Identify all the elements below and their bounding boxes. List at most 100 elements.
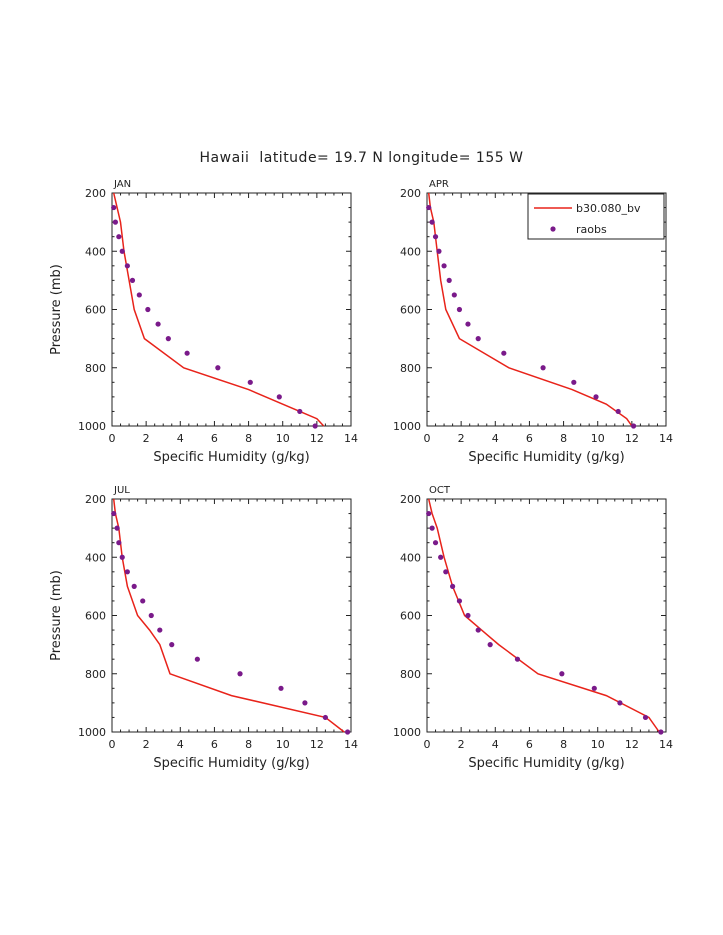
raob-point	[487, 642, 493, 648]
panel-label: OCT	[429, 485, 451, 496]
model-line	[112, 498, 345, 733]
raob-point	[465, 321, 471, 327]
raob-point	[237, 671, 243, 677]
x-tick-label: 12	[310, 432, 324, 445]
raob-point	[194, 656, 200, 662]
panel-oct: 0 2 4 6 8 10 12 14 200 400 600 800 1000 Specific Humi…	[393, 485, 673, 771]
x-axis-title: Specific Humidity (g/kg)	[153, 756, 309, 771]
x-tick-label: 4	[177, 432, 184, 445]
legend-marker-swatch	[550, 226, 556, 232]
raob-point	[111, 204, 117, 211]
panel-apr: 0 2 4 6 8 10 12 14 200 400 600 800 1000 Specific Humi…	[393, 179, 673, 465]
plot-frame	[111, 498, 352, 733]
y-axis-title: Pressure (mb)	[49, 570, 64, 661]
raob-point	[312, 423, 318, 429]
raob-point	[617, 700, 623, 706]
raob-point	[112, 219, 119, 225]
x-tick-label: 12	[625, 738, 639, 751]
x-tick-label: 4	[492, 738, 499, 751]
raob-point	[140, 598, 146, 604]
raob-point	[438, 554, 444, 560]
y-tick-label: 600	[85, 610, 106, 623]
raob-point	[297, 408, 303, 415]
raob-point	[429, 219, 435, 225]
y-tick-label: 400	[85, 551, 106, 564]
panel-jul: 0 2 4 6 8 10 12 14 200 400 600 800 1000 Specific Humi…	[49, 485, 358, 771]
raob-point	[451, 292, 457, 298]
raob-point	[429, 525, 435, 531]
raob-point	[475, 336, 481, 342]
y-axis-title: Pressure (mb)	[49, 264, 64, 355]
raob-point	[116, 540, 122, 546]
raob-point	[157, 627, 163, 633]
y-tick-label: 600	[400, 610, 421, 623]
x-tick-label: 0	[424, 738, 431, 751]
raob-point	[276, 394, 282, 400]
x-tick-label: 2	[458, 432, 465, 445]
raob-point	[593, 394, 599, 400]
y-tick-label: 1000	[78, 420, 106, 433]
raob-point	[155, 321, 161, 327]
x-tick-label: 4	[492, 432, 499, 445]
raob-point	[215, 365, 221, 371]
raob-point	[165, 336, 171, 342]
model-line	[427, 192, 633, 427]
raob-point	[571, 379, 577, 385]
raob-point	[441, 263, 447, 269]
y-tick-label: 200	[400, 493, 421, 506]
raob-point	[456, 598, 463, 604]
y-tick-label: 1000	[393, 420, 421, 433]
x-tick-label: 10	[591, 738, 605, 751]
model-line	[112, 192, 325, 427]
x-tick-label: 6	[211, 738, 218, 751]
raob-point	[278, 685, 284, 691]
legend-label: raobs	[576, 223, 607, 236]
x-tick-label: 14	[659, 432, 673, 445]
y-tick-label: 1000	[393, 726, 421, 739]
raob-point	[446, 277, 452, 283]
y-tick-label: 400	[400, 245, 421, 258]
y-tick-label: 200	[400, 187, 421, 200]
y-tick-label: 400	[85, 245, 106, 258]
x-tick-label: 12	[625, 432, 639, 445]
raob-point	[169, 642, 175, 648]
raob-point	[642, 714, 649, 721]
x-axis-title: Specific Humidity (g/kg)	[468, 756, 624, 771]
x-tick-label: 6	[526, 738, 533, 751]
x-tick-label: 6	[526, 432, 533, 445]
raob-point	[322, 714, 328, 721]
raob-point	[129, 277, 136, 283]
y-tick-label: 600	[400, 304, 421, 317]
raob-point	[116, 234, 122, 240]
y-tick-label: 800	[400, 668, 421, 681]
raob-point	[302, 700, 308, 706]
panel-jan: 0 2 4 6 8 10 12 14 200 400 600 800 1000 Specific Humi…	[49, 179, 358, 465]
panel-label: JAN	[113, 179, 131, 190]
x-tick-label: 8	[245, 432, 252, 445]
x-tick-label: 14	[659, 738, 673, 751]
model-line	[427, 498, 660, 733]
x-tick-label: 2	[143, 738, 150, 751]
raob-point	[432, 540, 439, 546]
raob-point	[131, 583, 137, 589]
figure-title: Hawaii latitude= 19.7 N longitude= 155 W	[199, 150, 524, 166]
y-tick-label: 200	[85, 493, 106, 506]
x-tick-label: 4	[177, 738, 184, 751]
raob-point	[630, 423, 637, 429]
raob-point	[247, 379, 253, 385]
x-tick-label: 0	[109, 738, 116, 751]
legend-box	[527, 193, 665, 240]
raob-point	[591, 685, 597, 691]
y-tick-label: 200	[85, 187, 106, 200]
x-axis-title: Specific Humidity (g/kg)	[153, 450, 309, 465]
y-tick-label: 600	[85, 304, 106, 317]
x-tick-label: 2	[458, 738, 465, 751]
raob-point	[119, 554, 125, 560]
raob-point	[114, 525, 120, 531]
raob-point	[184, 350, 190, 356]
y-tick-label: 400	[400, 551, 421, 564]
x-tick-label: 0	[424, 432, 431, 445]
raob-point	[111, 510, 117, 517]
